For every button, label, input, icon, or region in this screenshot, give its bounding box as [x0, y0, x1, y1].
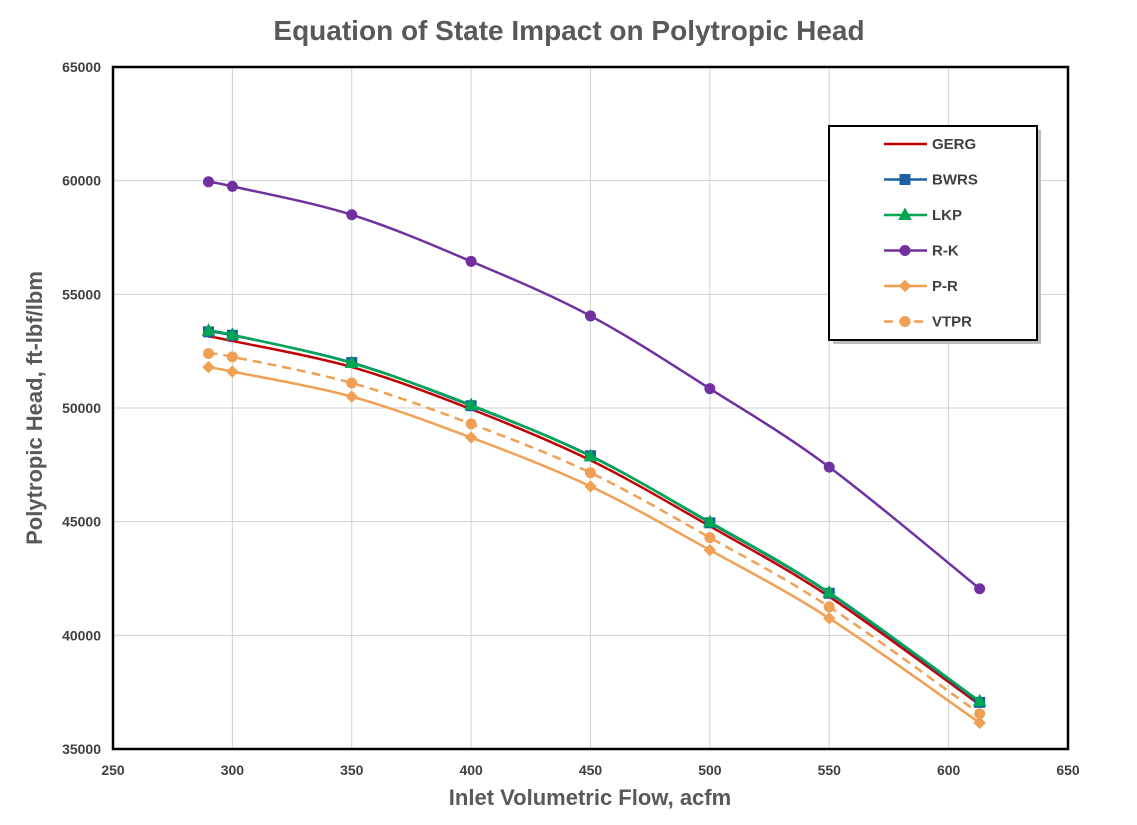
data-point-r-k [823, 461, 835, 473]
tick-labels: 250 300 350 400 450 500 550 600 650 35000 40000 450… [62, 59, 1080, 778]
data-point-lkp [201, 323, 216, 336]
x-tick-label: 450 [579, 762, 603, 778]
data-point-p-r [345, 390, 358, 403]
series-bwrs [203, 326, 986, 708]
data-point-r-k [226, 180, 238, 192]
series-vtpr [203, 347, 986, 720]
y-tick-label: 35000 [62, 741, 101, 757]
series-group [201, 176, 987, 730]
series-line-lkp [208, 329, 981, 703]
series-line-vtpr [208, 352, 981, 715]
x-axis-title: Inlet Volumetric Flow, acfm [449, 785, 731, 810]
data-point-lkp [703, 514, 717, 528]
x-tick-label: 550 [818, 762, 842, 778]
data-point-lkp [225, 327, 240, 340]
series-line-p-r [208, 365, 981, 724]
y-tick-label: 60000 [62, 173, 101, 189]
data-point-lkp [464, 397, 478, 411]
y-tick-label: 50000 [62, 400, 101, 416]
legend-box [828, 125, 1038, 341]
data-point-vtpr [203, 347, 214, 359]
x-tick-label: 400 [459, 762, 483, 778]
data-point-vtpr [704, 532, 716, 544]
data-point-lkp [344, 355, 359, 368]
y-tick-label: 40000 [62, 627, 101, 643]
chart-title: Equation of State Impact on Polytropic H… [273, 15, 864, 46]
x-tick-label: 650 [1056, 762, 1080, 778]
data-point-p-r [202, 360, 215, 374]
legend-item-gerg: GERG [884, 136, 976, 153]
data-point-vtpr [346, 377, 358, 389]
series-line-gerg [208, 335, 981, 706]
series-line-bwrs [208, 330, 981, 704]
series-r-k [203, 176, 986, 595]
legend-label: GERG [932, 136, 976, 153]
legend-item-p-r: P-R [884, 278, 958, 295]
legend-marker [898, 207, 912, 220]
legend-marker [899, 316, 911, 327]
legend-marker [898, 279, 912, 293]
data-point-lkp [972, 693, 987, 707]
data-point-r-k [465, 255, 477, 267]
x-tick-label: 500 [698, 762, 722, 778]
series-p-r [202, 360, 986, 730]
legend-label: VTPR [932, 314, 972, 331]
x-tick-label: 300 [221, 762, 245, 778]
x-tick-label: 350 [340, 762, 364, 778]
data-point-p-r [823, 612, 836, 625]
x-tick-label: 250 [101, 762, 125, 778]
legend-item-vtpr: VTPR [884, 314, 972, 331]
data-point-p-r [703, 543, 717, 557]
data-point-r-k [974, 583, 986, 595]
legend-item-lkp: LKP [884, 207, 962, 224]
legend-item-bwrs: BWRS [884, 172, 978, 189]
y-tick-label: 65000 [62, 59, 101, 75]
data-point-vtpr [465, 418, 477, 430]
legend-label: P-R [932, 278, 958, 295]
data-point-vtpr [823, 601, 835, 613]
y-tick-label: 55000 [62, 286, 101, 302]
data-point-vtpr [585, 467, 596, 479]
data-point-p-r [584, 480, 597, 493]
data-point-r-k [346, 209, 358, 221]
x-tick-label: 600 [937, 762, 961, 778]
data-point-vtpr [226, 351, 238, 363]
data-point-vtpr [974, 708, 986, 720]
data-point-r-k [704, 383, 716, 395]
y-axis-title: Polytropic Head, ft-lbf/lbm [22, 271, 47, 545]
series-lkp [201, 323, 987, 707]
legend-label: BWRS [932, 172, 978, 189]
data-point-r-k [203, 176, 214, 188]
legend-label: LKP [932, 207, 962, 224]
data-point-p-r [464, 431, 478, 444]
legend-label: R-K [932, 243, 959, 260]
data-point-lkp [583, 448, 598, 462]
data-point-lkp [822, 585, 837, 598]
y-tick-label: 45000 [62, 514, 101, 530]
legend: GERG BWRS LKP R-K P-R VTPR [828, 125, 1041, 344]
data-point-r-k [585, 310, 596, 322]
legend-item-r-k: R-K [884, 243, 959, 260]
legend-marker [899, 245, 911, 256]
series-gerg [208, 335, 981, 706]
data-point-p-r [973, 716, 986, 730]
plot-frame [111, 65, 1070, 751]
data-point-p-r [226, 365, 239, 378]
legend-marker [899, 174, 911, 185]
